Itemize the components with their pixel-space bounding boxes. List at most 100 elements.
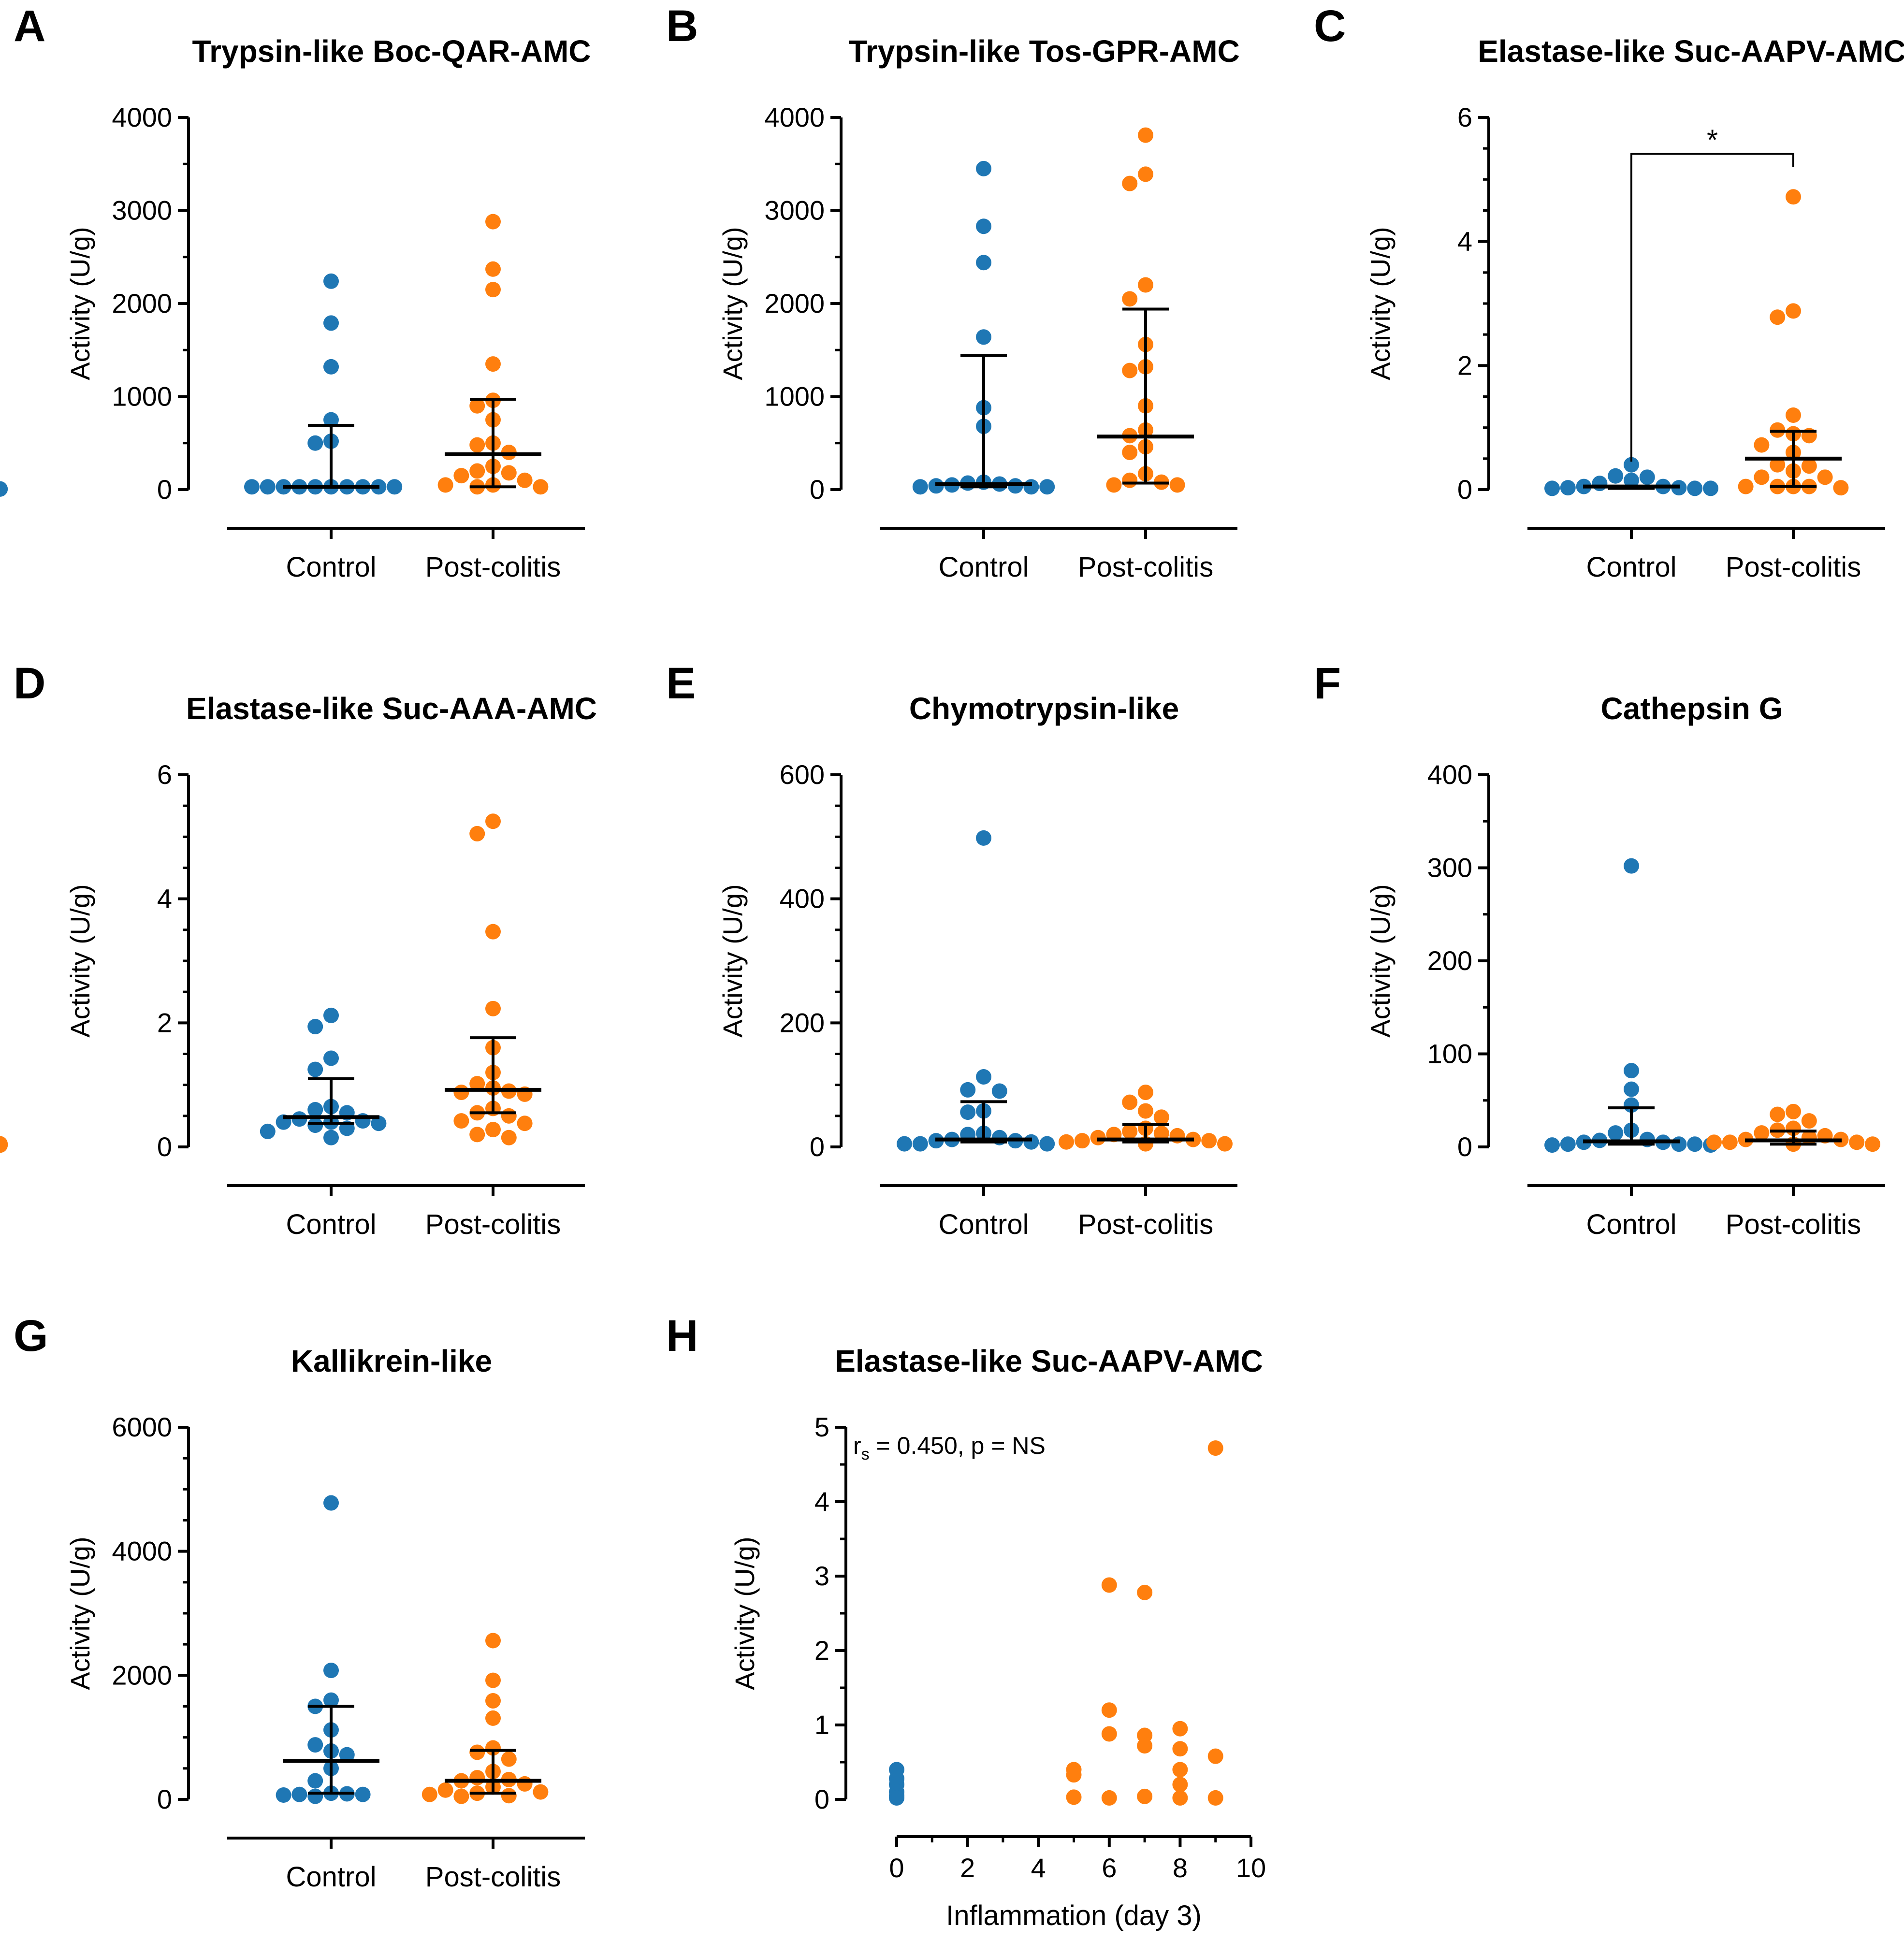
panel-title: Chymotrypsin-like	[909, 691, 1179, 726]
data-point-control	[323, 412, 339, 428]
data-point-post-colitis	[1122, 472, 1138, 488]
data-point-post-colitis	[469, 463, 485, 479]
data-point-post-colitis	[421, 1786, 437, 1802]
data-point-post-colitis	[1817, 469, 1833, 485]
data-point-post-colitis	[485, 1672, 501, 1688]
data-point-control	[1624, 1081, 1639, 1097]
data-point-post-colitis	[485, 1710, 501, 1726]
y-tick-label: 6	[1457, 102, 1472, 132]
y-tick-label: 2000	[764, 288, 825, 319]
data-point-control	[1624, 457, 1639, 473]
data-point-control	[976, 160, 991, 176]
data-point-control	[339, 1747, 355, 1763]
data-point-control	[387, 479, 403, 495]
y-tick-label: 1	[814, 1710, 829, 1740]
y-axis-title: Activity (U/g)	[65, 884, 95, 1037]
panel-letter: F	[1314, 659, 1341, 708]
data-point-control	[1560, 480, 1576, 496]
data-point-post-colitis	[1207, 1440, 1223, 1456]
data-point-post-colitis	[1201, 1133, 1217, 1149]
data-point-control	[976, 1069, 991, 1085]
data-point-control	[1687, 1136, 1703, 1152]
y-axis-title: Activity (U/g)	[729, 1536, 760, 1690]
data-point-post-colitis	[1137, 1738, 1153, 1754]
panel-e: E Chymotrypsin-like 0 200 400 600 Activity (U/…	[0, 659, 1237, 1240]
data-point-control	[307, 1788, 323, 1804]
data-point-control	[1039, 1136, 1055, 1152]
data-point-control	[1687, 480, 1703, 496]
y-tick-label: 300	[1427, 853, 1472, 883]
x-category-label: Control	[939, 551, 1029, 583]
data-point-post-colitis	[453, 1113, 469, 1129]
data-point-control	[897, 1136, 912, 1152]
data-point-control	[991, 1083, 1007, 1099]
data-point-post-colitis	[533, 1784, 549, 1800]
y-tick-label: 400	[1427, 759, 1472, 790]
y-tick-label: 200	[1427, 945, 1472, 976]
y-tick-label: 0	[810, 474, 825, 505]
data-point-control	[976, 255, 991, 271]
data-point-control	[960, 1104, 976, 1120]
data-point-post-colitis	[1754, 469, 1770, 485]
data-point-control	[291, 1786, 307, 1802]
y-tick-label: 4000	[112, 102, 172, 132]
data-point-control	[323, 273, 339, 289]
data-point-post-colitis	[1770, 309, 1786, 325]
data-point-post-colitis	[1801, 1113, 1817, 1129]
data-point-post-colitis	[437, 1782, 453, 1798]
data-point-post-colitis	[0, 1137, 8, 1153]
data-point-post-colitis	[485, 1633, 501, 1649]
data-point-control	[889, 1790, 904, 1806]
data-point-post-colitis	[1833, 480, 1849, 496]
y-tick-label: 4000	[112, 1536, 172, 1566]
data-point-post-colitis	[485, 1122, 501, 1138]
data-point-control	[307, 435, 323, 451]
panel-letter: B	[666, 1, 698, 51]
data-point-control	[1592, 476, 1608, 492]
panel-title: Elastase-like Suc-AAA-AMC	[186, 691, 597, 726]
y-axis-title: Activity (U/g)	[1365, 227, 1395, 380]
correlation-annotation: rs = 0.450, p = NS	[853, 1432, 1046, 1463]
panel-title: Trypsin-like Boc-QAR-AMC	[192, 34, 591, 69]
data-point-post-colitis	[1101, 1702, 1117, 1718]
x-category-label: Control	[1586, 551, 1677, 583]
data-point-post-colitis	[1169, 477, 1185, 493]
data-point-post-colitis	[1137, 1584, 1153, 1600]
data-point-post-colitis	[517, 1116, 533, 1131]
x-category-label: Post-colitis	[1726, 1209, 1861, 1240]
data-point-post-colitis	[1122, 1094, 1138, 1110]
data-point-post-colitis	[453, 1788, 469, 1804]
y-tick-label: 3000	[112, 195, 172, 226]
data-point-post-colitis	[1137, 1788, 1153, 1804]
panel-letter: H	[666, 1311, 698, 1361]
data-point-control	[260, 479, 276, 495]
data-point-post-colitis	[485, 214, 501, 230]
panel-letter: E	[666, 659, 696, 708]
data-point-post-colitis	[1722, 1134, 1738, 1150]
data-point-control	[260, 1123, 276, 1139]
data-point-control	[0, 481, 8, 497]
data-point-post-colitis	[1786, 303, 1801, 319]
data-point-control	[1608, 468, 1624, 484]
data-point-post-colitis	[1786, 407, 1801, 423]
panel-a: A Trypsin-like Boc-QAR-AMC 0 1000 2000 3000 40…	[14, 1, 591, 583]
x-category-label: Post-colitis	[1078, 551, 1213, 583]
y-tick-label: 0	[157, 474, 172, 505]
data-point-control	[1608, 1125, 1624, 1141]
y-tick-label: 6000	[112, 1412, 172, 1442]
data-point-control	[323, 315, 339, 331]
data-point-post-colitis	[469, 1770, 485, 1786]
x-category-label: Control	[286, 1209, 377, 1240]
data-point-post-colitis	[1172, 1721, 1188, 1737]
data-point-control	[1624, 472, 1639, 488]
y-tick-label: 4000	[764, 102, 825, 132]
data-point-post-colitis	[1706, 1134, 1722, 1150]
data-point-control	[1023, 1134, 1039, 1150]
panel-letter: D	[14, 659, 45, 708]
y-tick-label: 200	[780, 1007, 825, 1038]
data-point-control	[1703, 480, 1718, 496]
data-point-post-colitis	[1138, 166, 1153, 182]
data-point-post-colitis	[1172, 1762, 1188, 1778]
